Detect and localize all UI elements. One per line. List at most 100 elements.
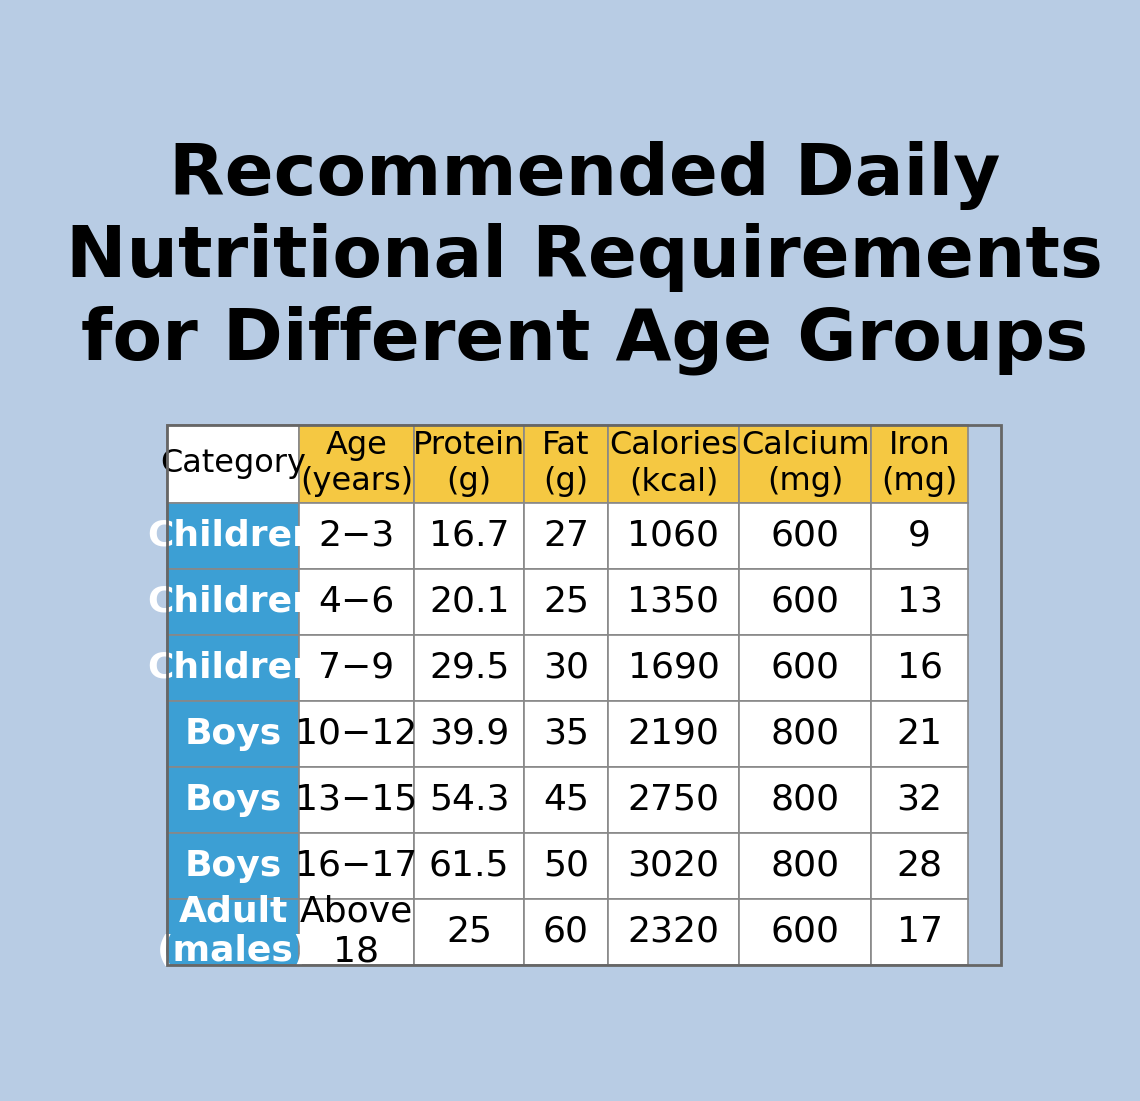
Text: Category: Category — [160, 448, 307, 479]
Text: Calcium
(mg): Calcium (mg) — [741, 430, 870, 498]
Text: Age
(years): Age (years) — [300, 430, 413, 498]
FancyBboxPatch shape — [871, 832, 968, 898]
Text: 61.5: 61.5 — [429, 849, 510, 883]
FancyBboxPatch shape — [871, 503, 968, 569]
Text: 1690: 1690 — [627, 651, 719, 685]
Text: 45: 45 — [543, 783, 589, 817]
FancyBboxPatch shape — [871, 425, 968, 503]
FancyBboxPatch shape — [168, 503, 299, 569]
Text: 600: 600 — [771, 519, 840, 553]
Text: 600: 600 — [771, 915, 840, 949]
Text: 2−3: 2−3 — [318, 519, 394, 553]
Text: 13−15: 13−15 — [295, 783, 417, 817]
Text: 17: 17 — [896, 915, 943, 949]
FancyBboxPatch shape — [740, 503, 871, 569]
Text: 29.5: 29.5 — [429, 651, 510, 685]
FancyBboxPatch shape — [524, 898, 608, 964]
FancyBboxPatch shape — [740, 425, 871, 503]
Text: 10−12: 10−12 — [295, 717, 417, 751]
FancyBboxPatch shape — [414, 503, 524, 569]
FancyBboxPatch shape — [168, 701, 299, 766]
FancyBboxPatch shape — [299, 569, 414, 635]
Text: 16: 16 — [896, 651, 943, 685]
FancyBboxPatch shape — [168, 832, 299, 898]
Text: Children: Children — [148, 651, 318, 685]
Text: 28: 28 — [896, 849, 943, 883]
FancyBboxPatch shape — [299, 503, 414, 569]
FancyBboxPatch shape — [524, 701, 608, 766]
FancyBboxPatch shape — [740, 701, 871, 766]
Text: 39.9: 39.9 — [429, 717, 510, 751]
Text: 13: 13 — [896, 585, 943, 619]
FancyBboxPatch shape — [608, 635, 740, 701]
Text: 2320: 2320 — [627, 915, 719, 949]
FancyBboxPatch shape — [524, 569, 608, 635]
Text: 3020: 3020 — [627, 849, 719, 883]
Text: 60: 60 — [543, 915, 589, 949]
FancyBboxPatch shape — [740, 766, 871, 832]
Text: Calories
(kcal): Calories (kcal) — [609, 430, 738, 498]
FancyBboxPatch shape — [608, 569, 740, 635]
Text: Iron
(mg): Iron (mg) — [881, 430, 958, 498]
FancyBboxPatch shape — [299, 832, 414, 898]
Text: 2190: 2190 — [627, 717, 719, 751]
FancyBboxPatch shape — [524, 832, 608, 898]
Text: 800: 800 — [771, 783, 840, 817]
FancyBboxPatch shape — [871, 898, 968, 964]
Text: 32: 32 — [896, 783, 943, 817]
Text: 27: 27 — [543, 519, 589, 553]
Text: 800: 800 — [771, 717, 840, 751]
FancyBboxPatch shape — [414, 766, 524, 832]
FancyBboxPatch shape — [524, 425, 608, 503]
FancyBboxPatch shape — [299, 701, 414, 766]
FancyBboxPatch shape — [740, 832, 871, 898]
FancyBboxPatch shape — [871, 569, 968, 635]
FancyBboxPatch shape — [168, 425, 299, 503]
FancyBboxPatch shape — [168, 898, 299, 964]
FancyBboxPatch shape — [414, 832, 524, 898]
FancyBboxPatch shape — [740, 635, 871, 701]
FancyBboxPatch shape — [168, 569, 299, 635]
Text: Recommended Daily
Nutritional Requirements
for Different Age Groups: Recommended Daily Nutritional Requiremen… — [66, 141, 1102, 375]
Text: Boys: Boys — [185, 783, 282, 817]
Text: Children: Children — [148, 519, 318, 553]
FancyBboxPatch shape — [524, 635, 608, 701]
Text: Boys: Boys — [185, 717, 282, 751]
FancyBboxPatch shape — [871, 766, 968, 832]
FancyBboxPatch shape — [871, 701, 968, 766]
Text: 1060: 1060 — [627, 519, 719, 553]
FancyBboxPatch shape — [414, 701, 524, 766]
Text: 20.1: 20.1 — [429, 585, 510, 619]
FancyBboxPatch shape — [414, 569, 524, 635]
Text: 54.3: 54.3 — [429, 783, 510, 817]
FancyBboxPatch shape — [299, 635, 414, 701]
Text: Fat
(g): Fat (g) — [543, 430, 589, 498]
Text: 2750: 2750 — [627, 783, 719, 817]
FancyBboxPatch shape — [608, 832, 740, 898]
Text: Children: Children — [148, 585, 318, 619]
Text: 25: 25 — [446, 915, 492, 949]
FancyBboxPatch shape — [524, 766, 608, 832]
FancyBboxPatch shape — [299, 425, 414, 503]
FancyBboxPatch shape — [414, 898, 524, 964]
Text: 30: 30 — [543, 651, 589, 685]
Text: Boys: Boys — [185, 849, 282, 883]
FancyBboxPatch shape — [871, 635, 968, 701]
Text: 21: 21 — [896, 717, 943, 751]
Text: 7−9: 7−9 — [318, 651, 394, 685]
FancyBboxPatch shape — [414, 425, 524, 503]
Text: 16−17: 16−17 — [295, 849, 417, 883]
Text: 1350: 1350 — [627, 585, 719, 619]
Text: 600: 600 — [771, 585, 840, 619]
FancyBboxPatch shape — [414, 635, 524, 701]
Text: Protein
(g): Protein (g) — [413, 430, 526, 498]
FancyBboxPatch shape — [299, 766, 414, 832]
Text: 16.7: 16.7 — [429, 519, 510, 553]
FancyBboxPatch shape — [608, 503, 740, 569]
Text: Above
18: Above 18 — [300, 895, 413, 969]
FancyBboxPatch shape — [740, 569, 871, 635]
Text: 600: 600 — [771, 651, 840, 685]
FancyBboxPatch shape — [608, 701, 740, 766]
FancyBboxPatch shape — [608, 425, 740, 503]
FancyBboxPatch shape — [168, 766, 299, 832]
